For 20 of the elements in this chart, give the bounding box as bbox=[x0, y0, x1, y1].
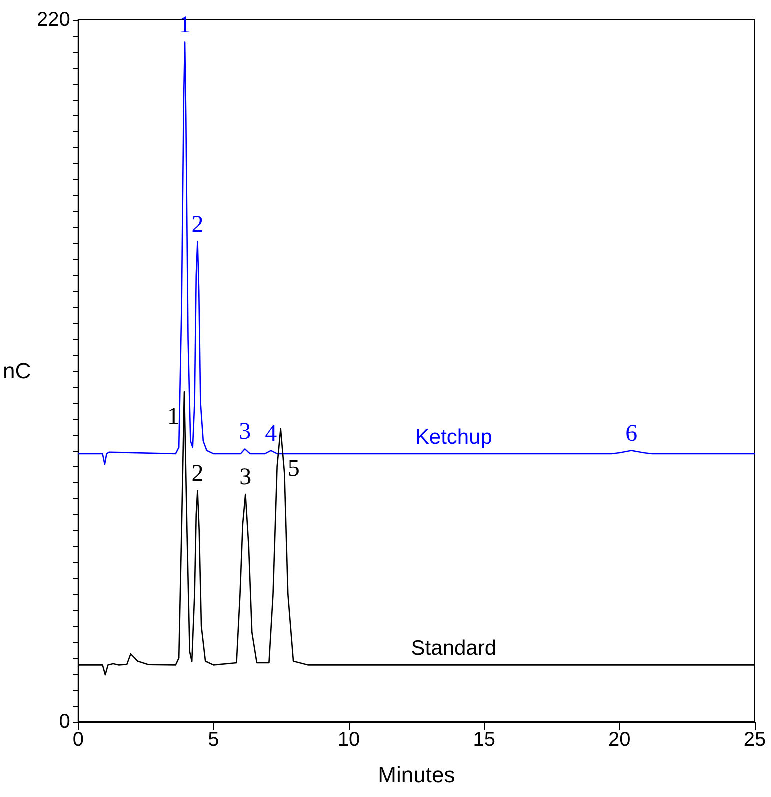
x-tick-label: 5 bbox=[208, 729, 220, 751]
annotation: 2 bbox=[192, 212, 204, 238]
annotation: 3 bbox=[240, 464, 252, 490]
series-label: Standard bbox=[411, 637, 497, 660]
x-tick-label: 10 bbox=[338, 729, 360, 751]
x-tick-label: 25 bbox=[744, 729, 766, 751]
x-tick-label: 20 bbox=[608, 729, 631, 751]
series-label: Ketchup bbox=[415, 426, 492, 449]
x-tick-label: 0 bbox=[72, 729, 84, 751]
annotation: 5 bbox=[288, 456, 300, 482]
annotation: 3 bbox=[239, 419, 252, 446]
annotation: 1 bbox=[167, 404, 180, 430]
annotation: 6 bbox=[626, 420, 638, 447]
y-tick-label: 220 bbox=[37, 9, 70, 31]
annotation: 4 bbox=[265, 420, 278, 447]
annotation: 1 bbox=[179, 12, 192, 38]
y-axis-title: nC bbox=[3, 358, 32, 384]
x-axis-title: Minutes bbox=[378, 762, 456, 788]
x-tick-label: 15 bbox=[473, 729, 496, 751]
annotation: 2 bbox=[192, 460, 204, 487]
